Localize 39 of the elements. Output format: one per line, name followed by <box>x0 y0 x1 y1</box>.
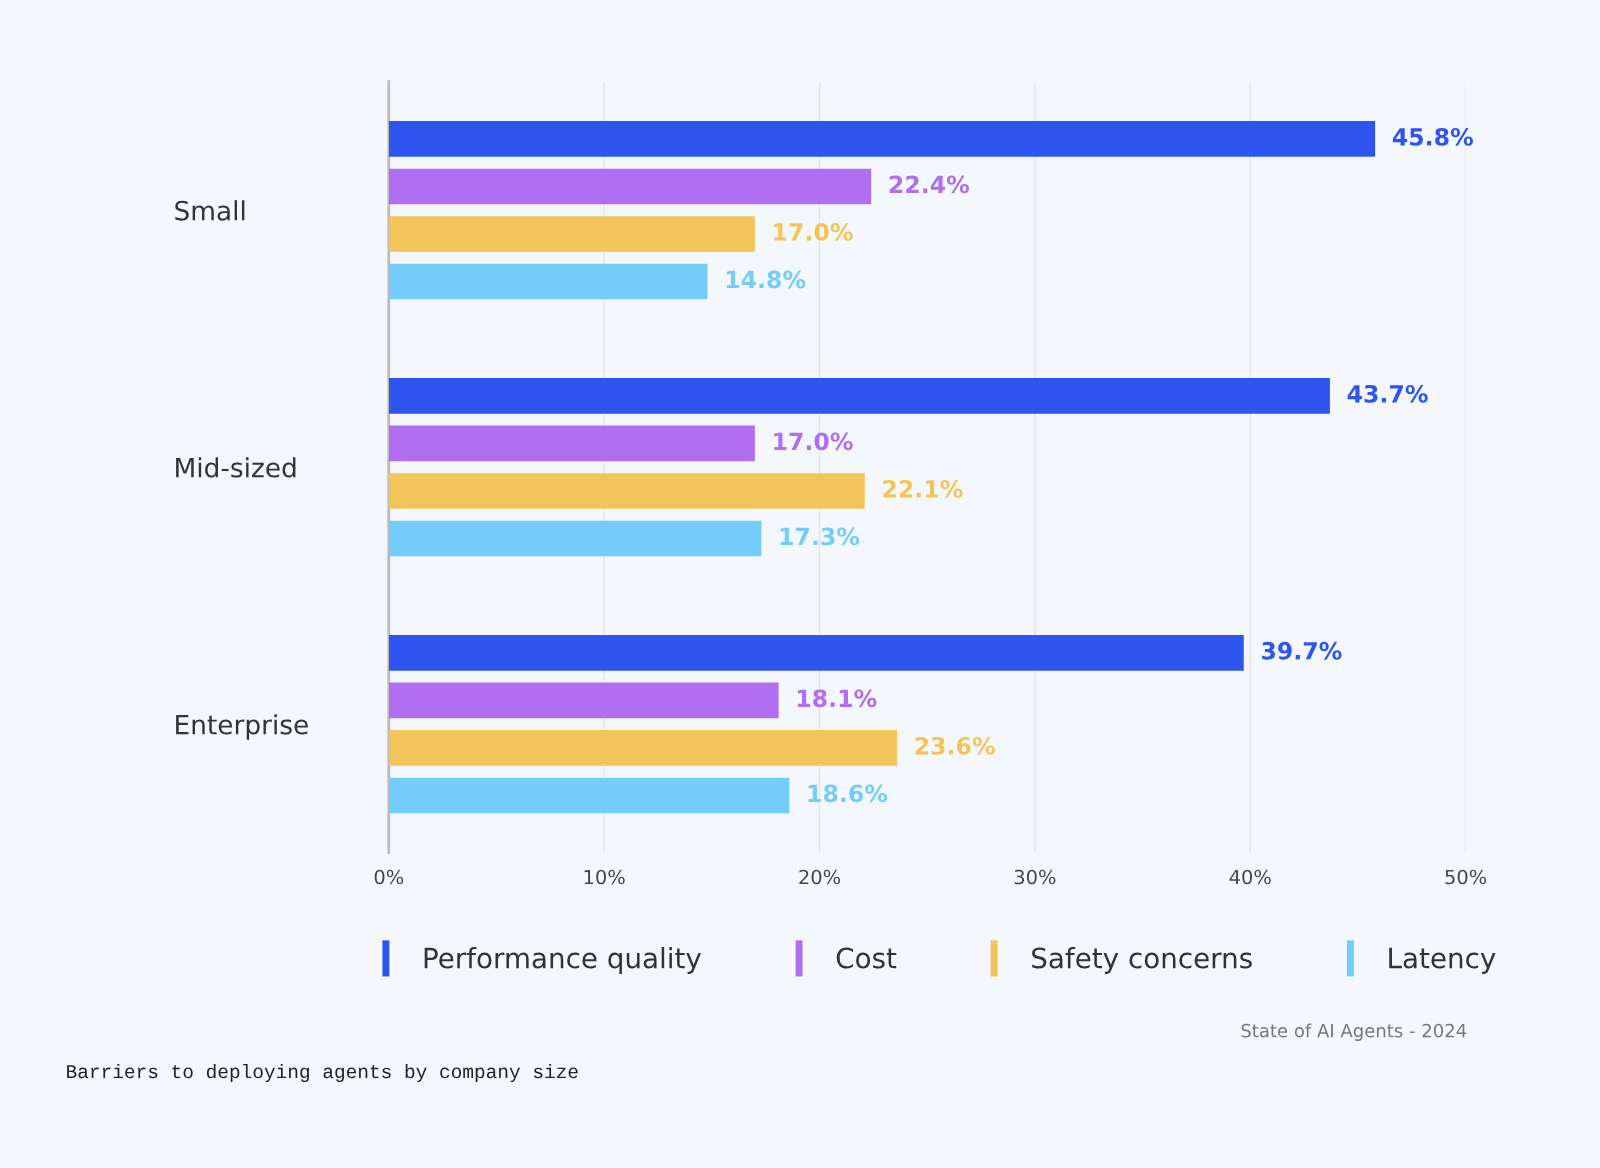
bar <box>388 473 865 509</box>
x-tick-label: 40% <box>1229 869 1271 885</box>
bar <box>388 121 1376 157</box>
data-label: 18.6% <box>808 784 888 803</box>
y-tick-label: Small <box>175 200 245 221</box>
legend-label: Cost <box>836 947 897 969</box>
bar <box>388 425 755 462</box>
y-tick-label: Enterprise <box>176 714 308 740</box>
bar <box>388 378 1330 414</box>
data-label: 45.8% <box>1392 127 1473 146</box>
data-label: 22.1% <box>883 479 963 498</box>
text: State of AI Agents - 2024 <box>1241 1023 1467 1041</box>
x-tick-label: 30% <box>1014 869 1056 885</box>
data-label: 14.8% <box>726 270 806 289</box>
data-label: 43.7% <box>1347 384 1428 403</box>
data-label: 23.6% <box>915 736 995 755</box>
bar <box>388 730 898 766</box>
x-tick-label: 0% <box>374 869 404 885</box>
bar <box>388 682 779 719</box>
x-tick-label: 50% <box>1445 869 1487 885</box>
data-label: 39.7% <box>1262 641 1342 660</box>
data-label: 17.3% <box>780 527 860 546</box>
y-tick-label: Mid-sized <box>176 457 296 478</box>
bar <box>388 520 762 557</box>
x-tick-label: 10% <box>584 869 625 885</box>
x-tick-label: 20% <box>799 869 841 885</box>
text: Barriers to deploying agents by company size <box>67 1063 578 1083</box>
bar <box>388 635 1244 671</box>
data-label: 22.4% <box>889 175 970 194</box>
data-label: 18.1% <box>797 689 877 708</box>
data-label: 17.0% <box>774 432 853 451</box>
bar <box>388 777 790 814</box>
bar <box>388 216 755 252</box>
legend-label: Safety concerns <box>1032 947 1252 974</box>
data-label: 17.0% <box>774 223 853 241</box>
bar <box>388 263 708 300</box>
legend-label: Latency <box>1389 947 1496 974</box>
bar <box>388 168 872 205</box>
legend-label: Performance quality <box>424 947 702 974</box>
